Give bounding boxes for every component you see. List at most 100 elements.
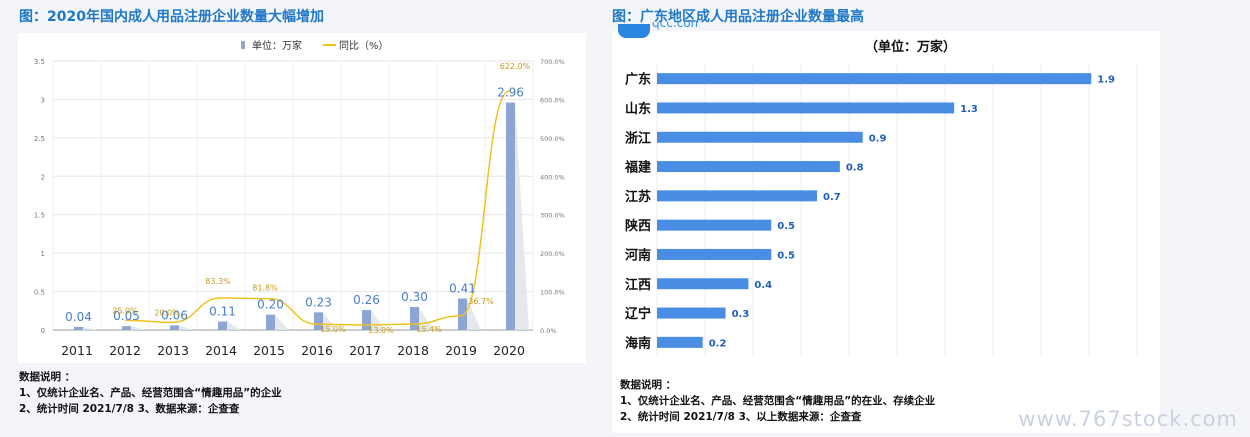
qcc-logo: qcc.com: [618, 22, 698, 38]
category-label: 山东: [625, 101, 651, 117]
y2-tick-label: 100.0%: [540, 289, 565, 297]
x-tick-label: 2014: [205, 343, 237, 358]
legend-bar-label: 单位：万家: [252, 39, 302, 52]
bar-value-label: 0.06: [161, 308, 188, 322]
x-tick-label: 2015: [253, 343, 285, 358]
bar: [74, 326, 83, 330]
category-label: 广东: [625, 72, 651, 88]
x-tick-label: 2018: [397, 343, 429, 358]
bar: [657, 131, 863, 143]
category-label: 陕西: [625, 218, 651, 234]
bar: [657, 190, 817, 202]
y2-tick-label: 400.0%: [540, 173, 565, 181]
right-note-2: 2、统计时间 2021/7/8 3、以上数据来源：企查查: [620, 411, 862, 423]
y-tick-label: 3.5: [34, 58, 45, 66]
x-tick-label: 2013: [157, 343, 189, 358]
bar-value-label: 0.7: [823, 192, 841, 203]
bar-value-label: 1.9: [1097, 75, 1115, 86]
y-tick-label: 1: [41, 250, 45, 258]
y2-tick-label: 600.0%: [540, 96, 565, 104]
bar: [657, 219, 772, 231]
right-chart-background: [612, 31, 1160, 433]
right-chart-notes: 数据说明 ： 1、仅统计企业名、产品、经营范围含“情趣用品”的在业、存续企业 2…: [620, 377, 935, 425]
bar-value-label: 0.05: [113, 309, 140, 323]
y-tick-label: 0.5: [34, 289, 45, 297]
right-chart-panel: 图：广东地区成人用品注册企业数量最高 qcc.com （单位：万家） 广东 1.9…: [612, 0, 1250, 437]
bar: [314, 312, 323, 330]
bar: [506, 102, 515, 330]
category-label: 辽宁: [625, 306, 651, 322]
right-chart-unit: （单位：万家）: [865, 40, 957, 55]
y2-tick-label: 300.0%: [540, 212, 565, 220]
right-chart-svg: 广东 1.9 山东 1.3 浙江 0.9 福建 0.8 江苏 0.7 陕西 0.5 河南 0.5 江西 0.4…: [624, 64, 1138, 357]
y-tick-label: 2.5: [34, 135, 45, 143]
bar-value-label: 0.30: [401, 290, 428, 304]
qcc-logo-mark: [618, 24, 650, 38]
left-note-heading: 数据说明 ：: [19, 371, 76, 383]
line-value-label: 36.7%: [468, 297, 494, 306]
bar: [362, 310, 371, 330]
y-tick-label: 2: [41, 173, 45, 181]
left-chart-labels: 0.04 2011 0.05 2012 0.06 2013 0.11 2014 0.20 2015…: [61, 62, 531, 358]
left-chart-background: [18, 33, 586, 363]
watermark: www.767stock.com: [1018, 407, 1238, 431]
legend-line-label: 同比（%）: [339, 40, 389, 52]
bar-shadow: [131, 326, 145, 330]
right-chart-labels: 广东 1.9 山东 1.3 浙江 0.9 福建 0.8 江苏 0.7 陕西 0.5 河南 0.5 江西 0.4…: [624, 72, 1115, 352]
category-label: 河南: [625, 247, 651, 263]
x-tick-label: 2020: [493, 343, 525, 358]
bar: [657, 336, 703, 348]
bar-value-label: 0.2: [709, 338, 727, 349]
category-label: 江苏: [625, 189, 651, 205]
bar-value-label: 0.3: [732, 309, 750, 320]
bar: [410, 306, 419, 330]
line-value-label: 83.3%: [205, 277, 231, 286]
bar: [657, 73, 1092, 85]
y2-tick-label: 0.0%: [540, 327, 557, 335]
bar: [170, 325, 179, 330]
bar-value-label: 0.11: [209, 305, 236, 319]
right-note-1: 1、仅统计企业名、产品、经营范围含“情趣用品”的在业、存续企业: [620, 395, 936, 407]
x-tick-label: 2019: [445, 343, 477, 358]
bar-value-label: 0.04: [65, 310, 92, 324]
bar-shadow: [83, 326, 97, 330]
bar-shadow: [515, 102, 529, 330]
bar: [657, 102, 955, 114]
left-chart-line: [124, 90, 510, 326]
left-chart-svg: 0 0.5 1 1.5 2 2.5 3 3.5 0.0% 100.0% 200.0% 300.0% 40…: [34, 39, 565, 358]
bar: [657, 248, 772, 260]
bar-value-label: 0.20: [257, 298, 284, 312]
x-tick-label: 2017: [349, 343, 381, 358]
bar-shadow: [275, 314, 289, 330]
bar: [657, 278, 749, 290]
bar: [657, 307, 726, 319]
bar-value-label: 2.96: [497, 86, 524, 100]
bar: [657, 161, 840, 173]
bar-value-label: 0.26: [353, 293, 380, 307]
bar: [458, 298, 467, 330]
y-tick-label: 1.5: [34, 212, 45, 220]
y2-tick-label: 700.0%: [540, 58, 565, 66]
bar-value-label: 0.41: [449, 281, 476, 295]
bar-shadow: [419, 306, 433, 330]
x-tick-label: 2012: [109, 343, 141, 358]
left-chart-axes: 0 0.5 1 1.5 2 2.5 3 3.5 0.0% 100.0% 200.0% 300.0% 40…: [34, 58, 565, 335]
bar-shadow: [323, 312, 337, 330]
bar-shadow: [467, 298, 481, 330]
line-value-label: 15.0%: [320, 325, 346, 334]
line-value-label: 25.0%: [112, 306, 138, 315]
category-label: 浙江: [625, 130, 651, 146]
bar-shadow: [179, 325, 193, 330]
left-chart-bars: [74, 102, 529, 330]
left-chart-legend: 单位：万家 同比（%）: [241, 39, 389, 52]
line-value-label: 622.0%: [500, 62, 531, 71]
bar-value-label: 0.23: [305, 295, 332, 309]
bar-value-label: 1.3: [960, 104, 978, 115]
left-chart-panel: 图：2020年国内成人用品注册企业数量大幅增加 0 0.5 1 1.5 2 2.5 3 3.5…: [0, 0, 600, 437]
line-value-label: 15.4%: [416, 325, 442, 334]
bar: [122, 326, 131, 330]
legend-bar-swatch: [241, 41, 245, 49]
line-value-label: 20.0%: [154, 308, 180, 317]
line-value-label: 13.0%: [368, 326, 394, 335]
bar-value-label: 0.5: [777, 221, 795, 232]
